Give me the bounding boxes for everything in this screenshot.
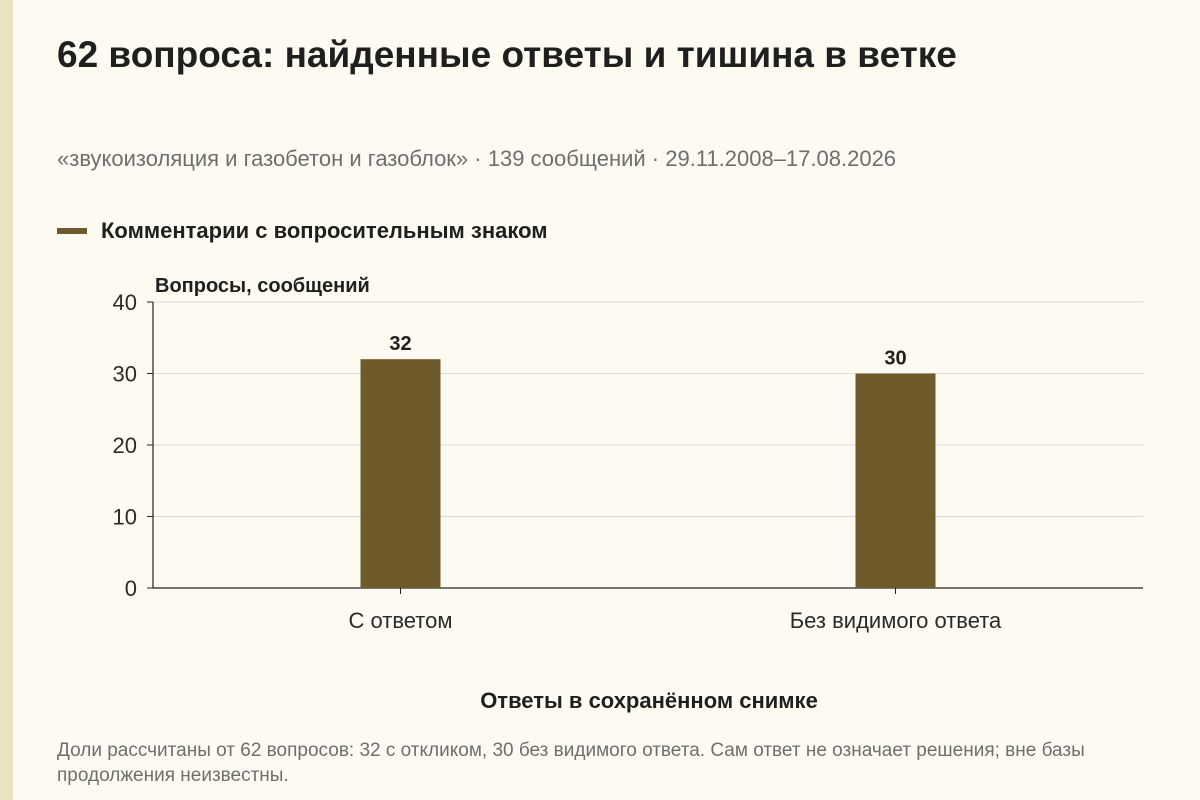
y-tick-label: 20 (113, 433, 137, 458)
data-label: 32 (389, 333, 411, 355)
x-axis-label: Ответы в сохранённом снимке (480, 688, 818, 713)
legend-label: Комментарии с вопросительным знаком (101, 218, 548, 243)
data-label: 30 (884, 348, 906, 370)
page-subtitle: «звукоизоляция и газобетон и газоблок» ·… (57, 146, 897, 171)
x-tick-label: Без видимого ответа (790, 608, 1002, 633)
bar (855, 373, 936, 588)
y-tick-label: 40 (113, 290, 137, 315)
bar-layer (360, 359, 936, 588)
page-title: 62 вопроса: найденные ответы и тишина в … (57, 34, 957, 75)
grid-layer (153, 301, 1143, 517)
x-tick-label: С ответом (349, 608, 453, 633)
y-tick-label: 10 (113, 505, 137, 530)
legend-swatch (57, 228, 87, 234)
y-axis-label: Вопросы, сообщений (155, 275, 370, 297)
chart-legend: Комментарии с вопросительным знаком (57, 218, 548, 244)
footnote: Доли рассчитаны от 62 вопросов: 32 с отк… (57, 740, 1085, 786)
bar (360, 359, 441, 588)
left-accent-strip (0, 0, 13, 800)
label-layer: 0 10 20 30 40 32 С ответом 30 Без видимого ответ… (113, 290, 1003, 633)
axis-layer (147, 301, 1143, 594)
y-tick-label: 0 (125, 576, 137, 601)
y-tick-label: 30 (113, 362, 137, 387)
